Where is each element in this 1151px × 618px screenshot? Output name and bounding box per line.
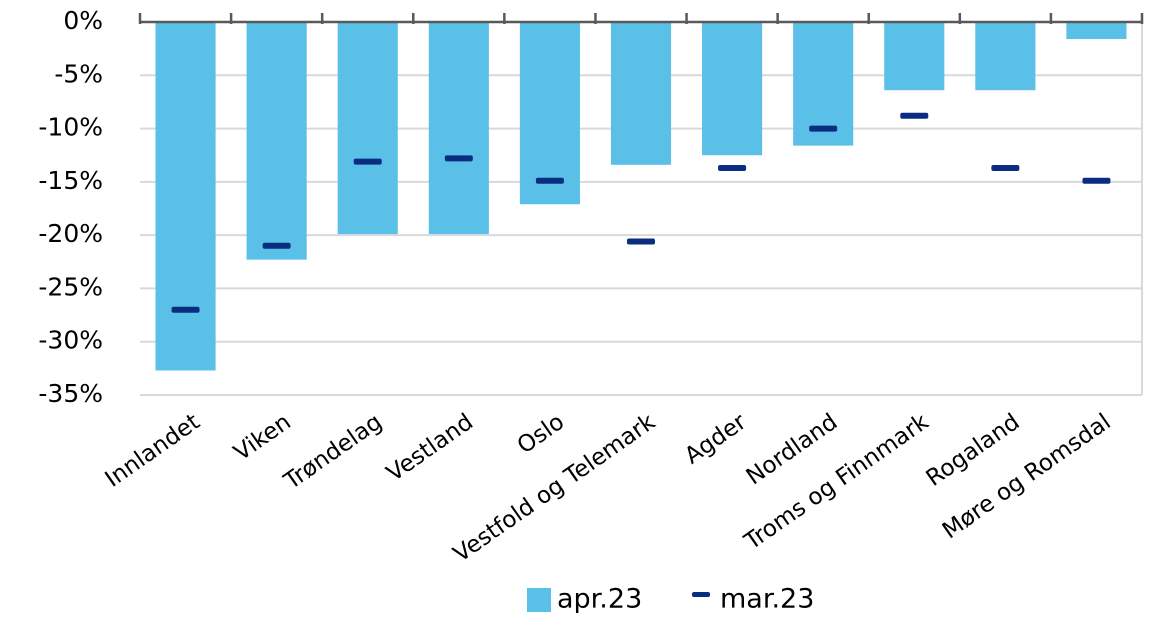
bar [702,22,763,156]
x-tick-label: Trøndelag [279,409,387,495]
y-tick-label: -30% [38,326,103,355]
legend-label: mar.23 [720,584,814,615]
legend-swatch [692,592,710,597]
x-tick-label: Oslo [513,409,569,459]
y-tick-label: -10% [38,113,103,142]
y-tick-label: -20% [38,219,103,248]
dash-marker [900,112,929,119]
bar [793,22,854,146]
dash-marker [1082,177,1111,184]
bar [975,22,1036,91]
y-tick-label: -25% [38,272,103,301]
bar [519,22,580,205]
dash-marker [991,165,1020,172]
bar [884,22,945,91]
dash-marker [171,306,200,313]
y-tick-label: -5% [54,59,103,88]
dash-marker [535,177,564,184]
x-tick-label: Viken [229,409,295,466]
bar [610,22,672,165]
x-tick-label: Innlandet [101,409,205,493]
dash-marker [809,125,838,132]
bar [337,22,398,235]
y-tick-label: -15% [38,166,103,195]
x-tick-label: Møre og Romsdal [938,409,1116,544]
dash-marker [444,155,473,162]
bar [1066,22,1127,40]
y-tick-label: 0% [63,6,103,35]
bar [428,22,489,235]
dash-marker [262,242,291,249]
bar [155,22,216,371]
y-tick-label: -35% [38,379,103,408]
x-tick-label: Agder [680,409,752,470]
x-tick-label: Vestland [382,409,478,487]
legend-swatch [527,588,551,612]
dash-marker [718,165,747,172]
bar [246,22,307,260]
dash-marker [353,158,382,165]
dash-marker [627,238,655,245]
legend-label: apr.23 [557,584,642,615]
